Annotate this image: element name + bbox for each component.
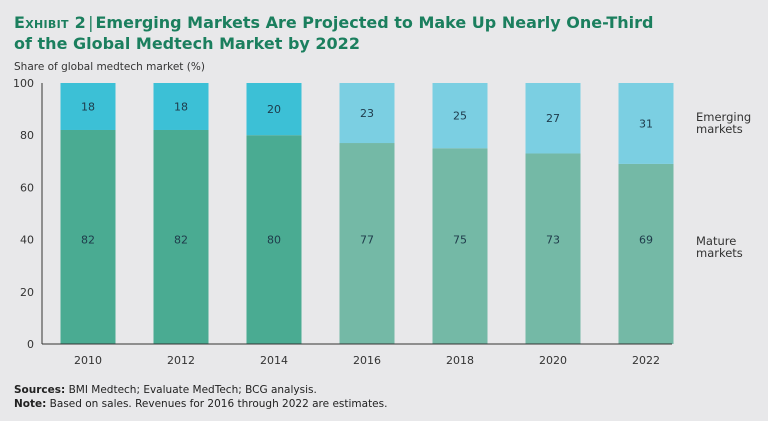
sources-line: Sources: BMI Medtech; Evaluate MedTech; … [14, 383, 387, 397]
bar-mature-2020 [525, 153, 581, 344]
note-label: Note: [14, 398, 47, 410]
sources-label: Sources: [14, 384, 66, 396]
x-tick-label: 2014 [260, 354, 288, 367]
data-label-mature-2016: 77 [360, 234, 374, 247]
data-label-mature-2010: 82 [81, 234, 95, 247]
data-label-mature-2018: 75 [453, 234, 467, 247]
bar-mature-2012 [153, 129, 209, 344]
chart-title: Exhibit 2 | Emerging Markets Are Projected… [14, 12, 654, 54]
bar-emerging-2016 [339, 83, 395, 144]
x-tick-label: 2022 [632, 354, 660, 367]
x-tick-label: 2016 [353, 354, 381, 367]
title-line-2: of the Global Medtech Market by 2022 [14, 34, 360, 53]
data-label-emerging-2012: 18 [174, 100, 188, 113]
bar-emerging-2020 [525, 83, 581, 154]
bar-emerging-2012 [153, 83, 209, 130]
data-label-mature-2014: 80 [267, 234, 281, 247]
bar-mature-2014 [246, 135, 302, 344]
data-label-mature-2022: 69 [639, 234, 653, 247]
data-label-mature-2020: 73 [546, 234, 560, 247]
data-label-emerging-2016: 23 [360, 107, 374, 120]
y-tick-label: 100 [13, 77, 34, 90]
bar-mature-2010 [60, 129, 116, 344]
data-label-emerging-2010: 18 [81, 100, 95, 113]
data-label-emerging-2018: 25 [453, 110, 467, 123]
legend-emerging-label: Emerging [696, 110, 751, 124]
bar-mature-2022 [618, 163, 674, 344]
exhibit-label: Exhibit 2 [14, 13, 87, 32]
data-label-emerging-2014: 20 [267, 103, 281, 116]
bar-emerging-2018 [432, 83, 488, 149]
title-separator: | [88, 13, 94, 32]
data-label-emerging-2022: 31 [639, 117, 653, 130]
legend-emerging-label: markets [696, 122, 743, 136]
data-label-mature-2012: 82 [174, 234, 188, 247]
title-line-1: Emerging Markets Are Projected to Make U… [95, 13, 654, 32]
x-tick-label: 2012 [167, 354, 195, 367]
y-tick-label: 80 [20, 129, 34, 142]
x-tick-label: 2010 [74, 354, 102, 367]
y-tick-label: 40 [20, 234, 34, 247]
x-tick-label: 2020 [539, 354, 567, 367]
bar-emerging-2010 [60, 83, 116, 130]
chart-footer: Sources: BMI Medtech; Evaluate MedTech; … [14, 383, 387, 411]
legend-mature-label: markets [696, 246, 743, 260]
bar-emerging-2014 [246, 83, 302, 136]
bar-mature-2016 [339, 143, 395, 344]
note-text: Based on sales. Revenues for 2016 throug… [46, 398, 388, 410]
legend-mature-label: Mature [696, 234, 736, 248]
bar-mature-2018 [432, 148, 488, 344]
y-axis-label: Share of global medtech market (%) [14, 61, 205, 73]
x-tick-label: 2018 [446, 354, 474, 367]
sources-text: BMI Medtech; Evaluate MedTech; BCG analy… [65, 384, 317, 396]
data-label-emerging-2020: 27 [546, 112, 560, 125]
note-line: Note: Based on sales. Revenues for 2016 … [14, 397, 387, 411]
y-tick-label: 0 [27, 338, 34, 351]
bar-emerging-2022 [618, 83, 674, 164]
y-tick-label: 60 [20, 181, 34, 194]
y-tick-label: 20 [20, 286, 34, 299]
